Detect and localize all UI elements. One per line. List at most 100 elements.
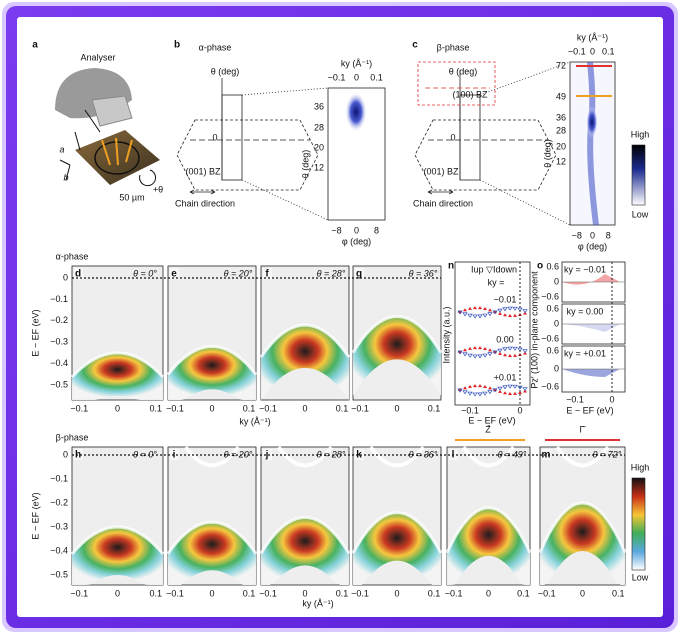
marker-up [503, 391, 507, 395]
tick-label: 0 [590, 230, 595, 240]
tick-label: 20 [314, 142, 324, 152]
tick-label: 0 [63, 272, 68, 282]
marker-down [492, 350, 498, 355]
marker-up [518, 390, 522, 394]
marker-down [512, 384, 518, 389]
marker-down [512, 346, 518, 351]
marker-down [472, 354, 478, 359]
axis-label: ky (Å⁻¹) [302, 598, 333, 608]
band-edge [538, 501, 627, 554]
panel-label: j [265, 450, 269, 461]
panel-label-bg [74, 268, 83, 279]
tick-label: −0.6 [541, 333, 559, 343]
tick-label: −0.5 [50, 569, 68, 579]
panel-label: f [265, 269, 269, 280]
tick-label: 12 [556, 156, 566, 166]
marker-up [483, 346, 487, 350]
marker-down [502, 385, 508, 390]
row-title: β-phase [56, 432, 89, 442]
band-edge [351, 315, 443, 354]
theta-label: θ = 20° [224, 449, 253, 459]
alpha-map-spot [345, 92, 367, 132]
bz-diagrams [176, 61, 571, 226]
axis-label: θ (deg) [300, 150, 310, 179]
rotation-label: +θ [153, 184, 163, 194]
marker-down [507, 346, 513, 351]
axis-label: θ (deg) [449, 66, 478, 76]
zero-label: 0 [450, 132, 455, 142]
colorbar-label: High [631, 462, 650, 472]
tick-label: −0.1 [259, 588, 277, 598]
axis-label: a [59, 144, 64, 154]
tick-label: 0.6 [546, 261, 559, 271]
tick-label: 8 [606, 230, 611, 240]
marker-up [473, 384, 477, 388]
tick-label: 49 [556, 91, 566, 101]
tick-label: −0.1 [568, 46, 586, 56]
tick-label: −0.1 [259, 403, 277, 413]
marker-down [477, 354, 483, 359]
marker-up [508, 391, 512, 395]
point-label: Z̄ [485, 424, 491, 434]
marker-down [467, 313, 473, 318]
tick-label: 0 [486, 588, 491, 598]
marker-up [473, 346, 477, 350]
axis-label: b [63, 172, 68, 182]
tick-label: 0.1 [517, 588, 530, 598]
band-edge [70, 351, 165, 379]
marker-up [503, 353, 507, 357]
panel-label: o [537, 261, 543, 272]
tick-label: 0.1 [149, 403, 162, 413]
beta-map-spot [586, 106, 598, 138]
tick-label: 12 [314, 162, 324, 172]
panel-label-bg [355, 449, 364, 460]
axis-label: ky (Å⁻¹) [239, 416, 270, 426]
tick-label: 0.1 [612, 588, 625, 598]
chain-label: Chain direction [413, 198, 473, 208]
panel-label: b [174, 40, 180, 51]
axis-label: φ (deg) [578, 241, 607, 251]
surface-state [368, 445, 426, 468]
tick-label: 0.1 [149, 588, 162, 598]
tick-label: 0.1 [243, 403, 256, 413]
band-edge [445, 506, 532, 554]
tick-label: 8 [374, 225, 379, 235]
ky-label: ky = +0.01 [564, 348, 606, 358]
tick-label: −0.5 [50, 379, 68, 389]
tick-label: −0.1 [538, 588, 556, 598]
bz-label: (001) BZ [185, 166, 221, 176]
theta-label: θ = 0° [133, 268, 157, 278]
point-label: Γ̄ [580, 424, 587, 434]
analyser-label: Analyser [80, 52, 115, 62]
curve-label: +0.01 [494, 372, 517, 382]
marker-down [482, 353, 488, 358]
tick-label: −0.1 [566, 394, 584, 404]
marker-up [508, 353, 512, 357]
tick-label: 0.1 [428, 588, 441, 598]
ky-label: ky = [488, 277, 505, 287]
marker-down [467, 391, 473, 396]
marker-up [478, 346, 482, 350]
theta-label: θ = 28° [317, 268, 346, 278]
marker-down [487, 352, 493, 357]
panel-label-bg [263, 449, 272, 460]
tick-label: −0.1 [70, 403, 88, 413]
ky-label: ky = 0.00 [567, 306, 604, 316]
tick-label: −0.3 [50, 337, 68, 347]
marker-up [478, 384, 482, 388]
band [353, 512, 441, 585]
tick-label: 28 [314, 122, 324, 132]
tick-label: 0.1 [336, 403, 349, 413]
curve-label: −0.01 [494, 294, 517, 304]
axis-label: φ (deg) [342, 236, 371, 246]
marker-down [522, 387, 528, 392]
tick-label: 0 [115, 588, 120, 598]
chain-label: Chain direction [175, 198, 235, 208]
tick-label: 36 [556, 112, 566, 122]
marker-down [462, 312, 468, 317]
phase-label: β-phase [437, 42, 470, 52]
marker-down [467, 353, 473, 358]
marker-up [488, 308, 492, 312]
band-edge [351, 511, 443, 554]
colorbar-label: Low [632, 572, 649, 582]
